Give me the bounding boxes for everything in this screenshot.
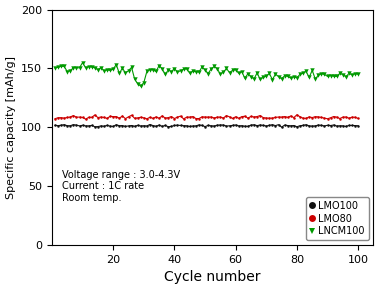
Y-axis label: Specific capacity [mAh/g]: Specific capacity [mAh/g]: [6, 56, 16, 199]
Text: Voltage range : 3.0-4.3V
Current : 1C rate
Room temp.: Voltage range : 3.0-4.3V Current : 1C ra…: [62, 170, 180, 203]
Legend: LMO100, LMO80, LNCM100: LMO100, LMO80, LNCM100: [305, 197, 369, 240]
X-axis label: Cycle number: Cycle number: [164, 271, 261, 284]
